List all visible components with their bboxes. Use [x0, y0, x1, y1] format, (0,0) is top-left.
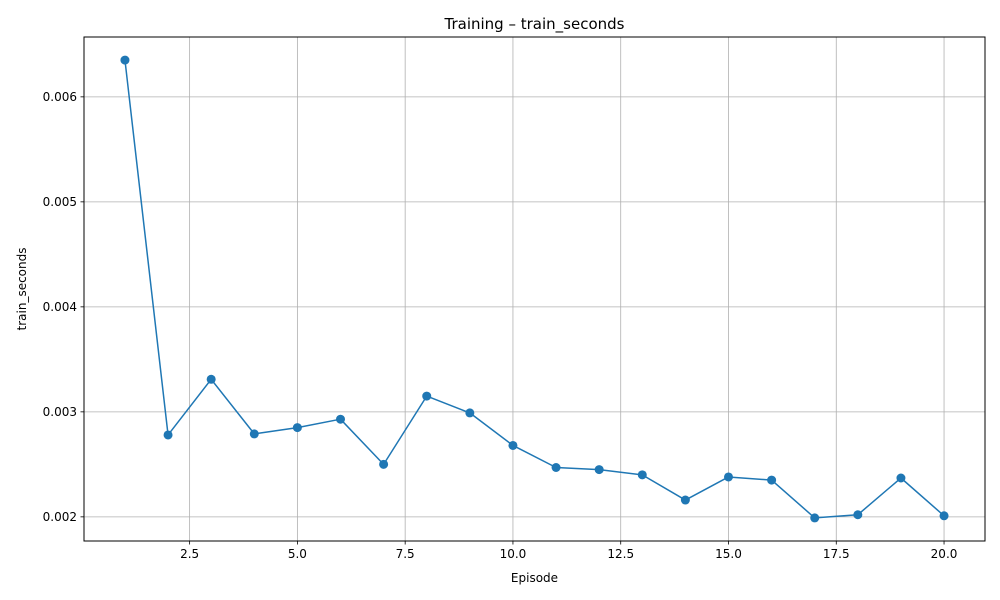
y-tick-label: 0.003 — [43, 405, 77, 419]
x-tick-label: 2.5 — [180, 547, 199, 561]
plot-background — [84, 37, 985, 541]
y-tick-label: 0.006 — [43, 90, 77, 104]
y-tick-label: 0.004 — [43, 300, 77, 314]
plot-area — [83, 36, 986, 542]
series-layer — [120, 55, 949, 523]
grid-layer — [84, 37, 985, 541]
x-tick-label: 15.0 — [715, 547, 742, 561]
data-point — [680, 495, 690, 505]
data-point — [896, 473, 906, 483]
chart-title: Training – train_seconds — [444, 15, 625, 34]
y-tick-label: 0.002 — [43, 510, 77, 524]
data-point — [939, 511, 949, 521]
data-point — [120, 55, 130, 65]
data-point — [163, 430, 173, 440]
data-point — [465, 408, 475, 418]
x-tick-label: 7.5 — [396, 547, 415, 561]
data-point — [767, 475, 777, 485]
x-axis-ticks: 2.5 5.0 7.5 10.0 12.5 15.0 17.5 20.0 — [180, 541, 957, 561]
plot-frame — [83, 36, 986, 542]
data-point — [422, 391, 432, 401]
data-point — [637, 470, 647, 480]
series-line — [124, 60, 945, 519]
data-point — [336, 414, 346, 424]
data-point — [810, 513, 820, 523]
data-point — [594, 465, 604, 475]
data-point — [249, 429, 259, 439]
data-point — [508, 440, 518, 450]
data-point — [723, 472, 733, 482]
data-point — [551, 463, 561, 472]
x-tick-label: 5.0 — [288, 547, 307, 561]
x-axis-label: Episode — [511, 571, 558, 585]
y-axis-ticks: 0.002 0.003 0.004 0.005 0.006 — [43, 90, 84, 524]
x-tick-label: 10.0 — [500, 547, 527, 561]
data-point — [292, 423, 302, 433]
data-point — [853, 510, 863, 520]
x-tick-label: 20.0 — [931, 547, 958, 561]
y-axis-label: train_seconds — [15, 248, 29, 331]
x-tick-label: 12.5 — [607, 547, 634, 561]
data-point — [206, 374, 216, 384]
x-tick-label: 17.5 — [823, 547, 850, 561]
y-tick-label: 0.005 — [43, 195, 77, 209]
data-point — [379, 459, 389, 469]
